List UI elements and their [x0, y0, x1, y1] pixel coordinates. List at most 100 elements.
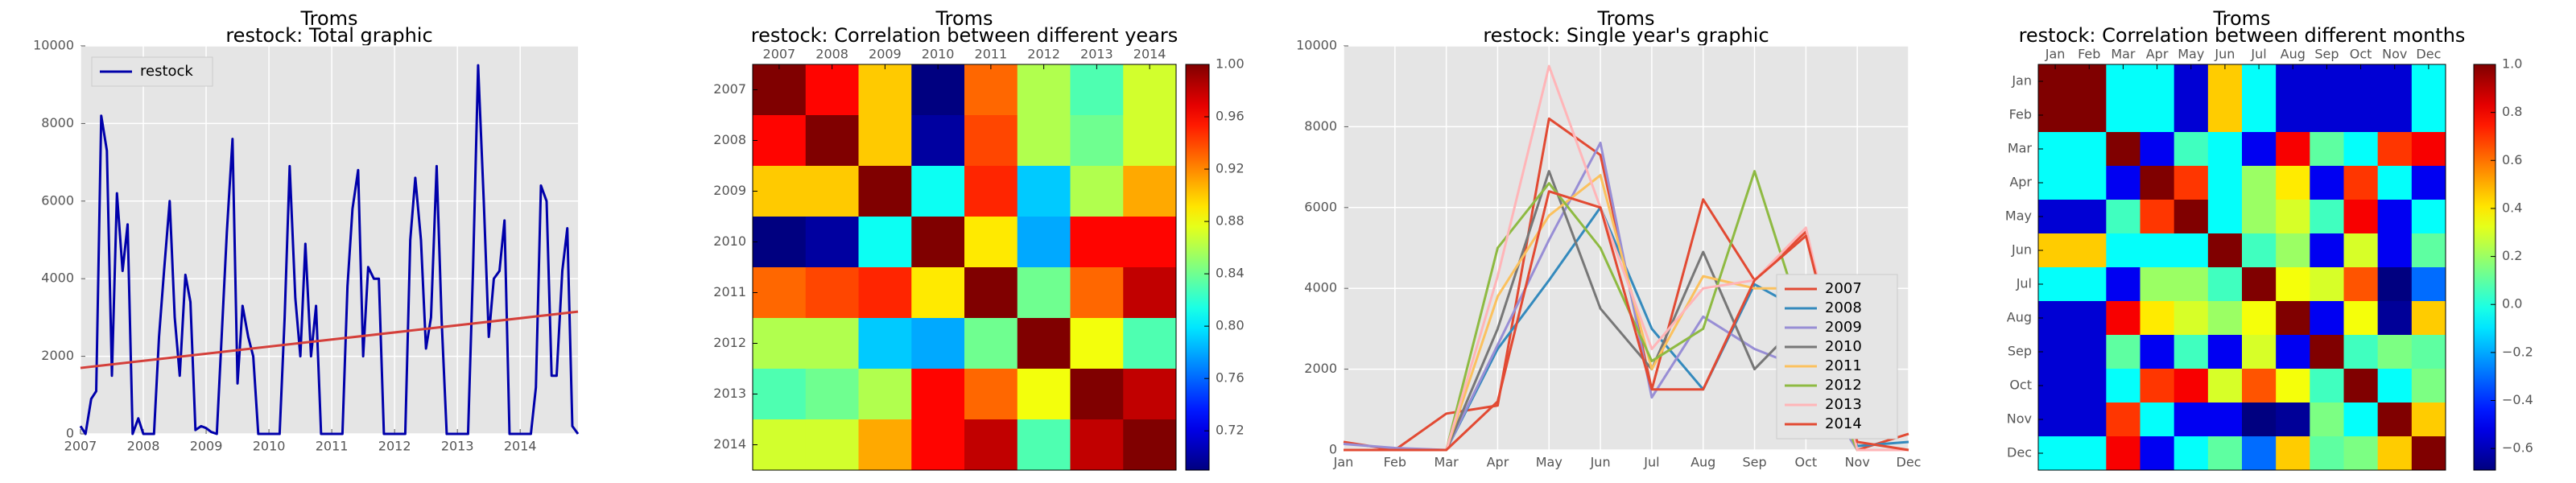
heatmap-cell: [2343, 402, 2379, 437]
y-tick-label: Dec: [2007, 445, 2032, 460]
heatmap-cell: [2072, 267, 2107, 302]
heatmap-cell: [964, 64, 1018, 116]
heatmap-cell: [1070, 267, 1124, 319]
x-tick-label: 2007: [763, 47, 796, 62]
series-line: [79, 64, 580, 436]
heatmap-cell: [2072, 436, 2107, 471]
y-tick-label: Oct: [2009, 378, 2032, 393]
chart-subtitle: restock: Total graphic: [225, 24, 432, 47]
heatmap-cell: [2276, 98, 2310, 133]
heatmap-cell: [2072, 369, 2107, 403]
heatmap-cell: [2174, 132, 2209, 167]
heatmap-cell: [2242, 335, 2277, 369]
heatmap-cell: [2072, 335, 2107, 369]
heatmap-cell: [2310, 166, 2344, 200]
colorbar-tick-label: 1.00: [1216, 56, 1245, 72]
heatmap-cell: [2106, 267, 2140, 302]
y-tick-label: 4000: [1304, 280, 1337, 295]
heatmap-cell: [2411, 233, 2446, 268]
heatmap-cell: [2310, 233, 2344, 268]
y-tick-label: 10000: [1296, 38, 1337, 53]
heatmap-cell: [2106, 132, 2140, 167]
heatmap-cell: [2072, 233, 2107, 268]
heatmap-cell: [964, 318, 1018, 369]
heatmap-cell: [2207, 335, 2243, 369]
heatmap-cell: [2174, 436, 2209, 471]
series-line: [1344, 190, 1909, 452]
heatmap-cell: [753, 115, 807, 167]
heatmap-cell: [964, 217, 1018, 268]
heatmap-cell: [1123, 166, 1177, 217]
heatmap-cell: [1017, 369, 1071, 420]
heatmap-cell: [2106, 402, 2140, 437]
heatmap-cell: [911, 64, 965, 116]
heatmap-cell: [2411, 335, 2446, 369]
y-tick-label: Apr: [2009, 175, 2032, 190]
heatmap-cell: [2377, 200, 2413, 234]
x-tick-label: Nov: [1845, 455, 1870, 470]
y-tick-label: 2014: [713, 436, 746, 452]
trend-line: [80, 310, 579, 369]
heatmap-cell: [2276, 64, 2310, 99]
heatmap-cell: [911, 166, 965, 217]
heatmap-cell: [2140, 267, 2175, 302]
x-tick-label: 2012: [1027, 47, 1060, 62]
heatmap-cell: [2377, 436, 2413, 471]
y-tick-label: Jun: [2011, 242, 2032, 258]
heatmap-cell: [2377, 267, 2413, 302]
heatmap-cell: [911, 318, 965, 369]
heatmap-cell: [2242, 200, 2277, 234]
heatmap-cell: [2310, 301, 2344, 336]
heatmap-cell: [1123, 419, 1177, 471]
heatmap-cell: [2343, 301, 2379, 336]
heatmap-cell: [964, 267, 1018, 319]
colorbar-tick-label: 0.80: [1216, 318, 1245, 333]
x-tick-label: Nov: [2382, 47, 2407, 62]
heatmap-cell: [805, 419, 859, 471]
heatmap-cell: [2411, 369, 2446, 403]
heatmap-cell: [911, 267, 965, 319]
heatmap-cell: [2310, 98, 2344, 133]
heatmap-cell: [2174, 369, 2209, 403]
heatmap-cell: [2106, 233, 2140, 268]
heatmap-cell: [753, 64, 807, 116]
x-tick-label: Feb: [2078, 47, 2100, 62]
y-tick-label: 2008: [713, 132, 746, 147]
colorbar-tick-label: 0.96: [1216, 109, 1245, 124]
heatmap-cell: [2343, 200, 2379, 234]
heatmap-cell: [858, 267, 912, 319]
colorbar-tick-label: 0.0: [2502, 296, 2522, 312]
x-tick-label: Oct: [1795, 455, 1818, 470]
heatmap-cell: [753, 369, 807, 420]
heatmap-cell: [1070, 318, 1124, 369]
plot-area: [80, 46, 578, 434]
x-tick-label: Dec: [2416, 47, 2441, 62]
y-tick-label: 8000: [1304, 118, 1337, 134]
heatmap-cell: [1070, 64, 1124, 116]
x-tick-label: May: [2178, 47, 2204, 62]
x-tick-label: Mar: [1435, 455, 1459, 470]
x-tick-label: 2011: [975, 47, 1008, 62]
x-tick-label: 2014: [504, 439, 537, 454]
x-tick-label: Dec: [1897, 455, 1922, 470]
heatmap-cell: [2411, 301, 2446, 336]
heatmap-cell: [2377, 64, 2413, 99]
heatmap-cell: [2207, 200, 2243, 234]
chart-title: Troms: [299, 7, 357, 30]
heatmap-cell: [964, 419, 1018, 471]
y-tick-label: 2000: [41, 348, 74, 363]
y-tick-label: Sep: [2008, 344, 2032, 359]
heatmap-cell: [2106, 335, 2140, 369]
heatmap-cell: [2207, 233, 2243, 268]
heatmap-cell: [2411, 402, 2446, 437]
heatmap-cell: [2343, 369, 2379, 403]
heatmap-cell: [2411, 200, 2446, 234]
heatmap-cell: [2207, 301, 2243, 336]
heatmap-cell: [2207, 436, 2243, 471]
y-tick-label: 2010: [713, 233, 746, 249]
heatmap-cell: [753, 166, 807, 217]
heatmap-cell: [1123, 318, 1177, 369]
colorbar-tick-label: 0.8: [2502, 104, 2522, 119]
heatmap-cell: [2140, 132, 2175, 167]
